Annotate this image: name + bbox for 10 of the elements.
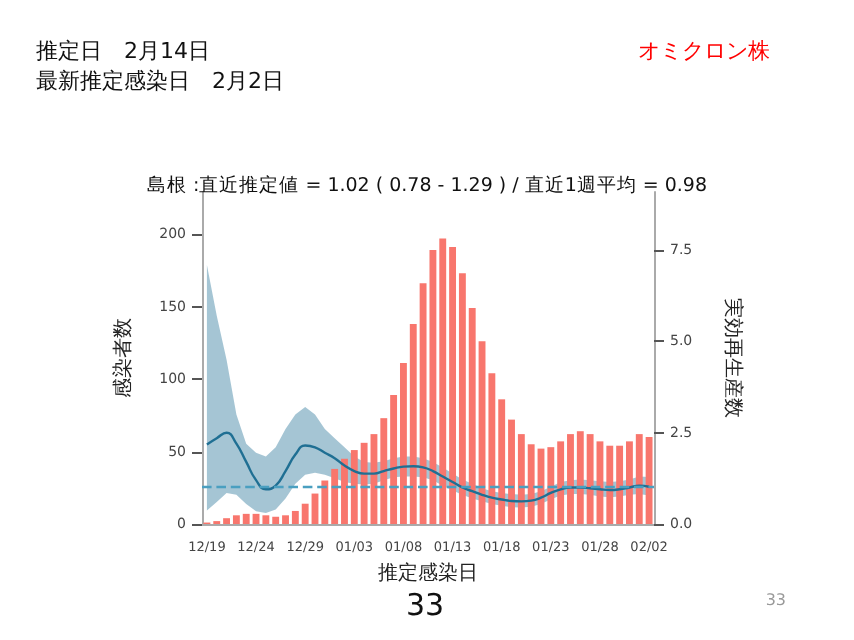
y2-axis-title: 実効再生産数 [721, 298, 745, 418]
line-series [205, 431, 651, 503]
text: 33 [406, 587, 445, 623]
text: 33 [765, 591, 787, 609]
text: オミクロン株 [638, 38, 770, 64]
chart-title: 島根 :直近推定値 = 1.02 ( 0.78 - 1.29 ) / 直近1週平均 = 0.98 [146, 173, 708, 197]
x-axis-title: 推定感染日 [378, 561, 478, 585]
y-axis-title: 感染者数 [111, 318, 135, 398]
text: 推定日 2月14日 [36, 38, 210, 64]
text: 最新推定感染日 2月2日 [36, 68, 284, 94]
